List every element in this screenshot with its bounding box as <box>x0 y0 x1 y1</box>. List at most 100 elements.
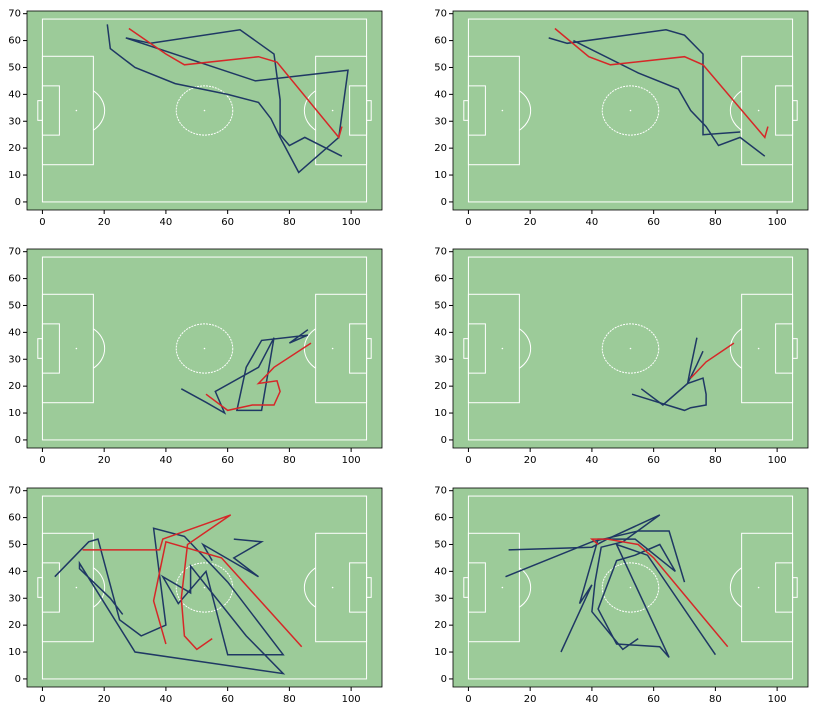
y-tick-label: 10 <box>434 408 447 419</box>
subplot: 0 20 40 60 80 100 0 10 20 30 40 50 60 70 <box>434 247 809 466</box>
y-tick-label: 0 <box>441 197 447 208</box>
penalty-arc <box>303 328 316 369</box>
subplot: 0 20 40 60 80 100 0 10 20 30 40 50 60 70 <box>434 9 809 228</box>
penalty-arc <box>729 90 742 131</box>
x-tick-label: 20 <box>524 455 537 466</box>
x-tick-label: 20 <box>524 694 537 705</box>
y-tick-label: 60 <box>8 36 21 47</box>
spot <box>501 586 504 589</box>
trajectory <box>54 527 286 675</box>
y-tick-label: 70 <box>434 247 447 258</box>
y-tick-label: 20 <box>434 620 447 631</box>
x-tick-label: 80 <box>709 217 722 228</box>
y-tick-label: 30 <box>8 354 21 365</box>
penalty-arc <box>729 567 742 608</box>
pitch-line <box>366 577 372 598</box>
x-tick-label: 0 <box>465 694 471 705</box>
trajectory <box>640 350 704 406</box>
pitch-line <box>792 577 798 598</box>
y-tick-label: 30 <box>434 116 447 127</box>
trajectory <box>631 337 707 412</box>
spot <box>75 109 78 112</box>
penalty-arc <box>93 90 106 131</box>
x-tick-label: 100 <box>768 217 787 228</box>
y-tick-label: 50 <box>434 539 447 550</box>
y-tick-label: 40 <box>8 566 21 577</box>
spot <box>501 347 504 350</box>
trajectory <box>589 538 729 648</box>
trajectory <box>554 27 769 139</box>
y-tick-label: 20 <box>8 620 21 631</box>
trajectory <box>180 329 309 415</box>
axes-frame <box>26 487 383 688</box>
pitch-line <box>463 338 469 359</box>
spot <box>757 109 760 112</box>
y-tick-label: 60 <box>434 274 447 285</box>
y-tick-label: 50 <box>434 300 447 311</box>
axes-frame <box>26 248 383 449</box>
y-tick-label: 30 <box>434 593 447 604</box>
y-tick-label: 70 <box>8 9 21 20</box>
trajectory <box>548 29 741 136</box>
trajectory <box>82 514 232 651</box>
pitch-line <box>463 577 469 598</box>
x-tick-label: 40 <box>586 217 599 228</box>
trajectory <box>128 27 343 139</box>
pitch-line <box>366 100 372 121</box>
spot <box>757 347 760 350</box>
y-tick-label: 20 <box>434 143 447 154</box>
axes-frame <box>452 487 809 688</box>
y-tick-label: 60 <box>8 513 21 524</box>
x-tick-label: 0 <box>465 455 471 466</box>
x-tick-label: 80 <box>283 217 296 228</box>
x-tick-label: 0 <box>39 217 45 228</box>
x-tick-label: 80 <box>283 694 296 705</box>
y-tick-label: 10 <box>8 408 21 419</box>
center-circle <box>601 562 660 613</box>
y-tick-label: 20 <box>8 143 21 154</box>
x-tick-label: 100 <box>342 217 361 228</box>
center-circle <box>175 323 234 374</box>
x-tick-label: 100 <box>342 455 361 466</box>
x-tick-label: 20 <box>98 694 111 705</box>
spot <box>203 586 206 589</box>
x-tick-label: 40 <box>586 694 599 705</box>
y-tick-label: 60 <box>434 36 447 47</box>
trajectory <box>106 24 349 174</box>
spot <box>331 586 334 589</box>
y-tick-label: 60 <box>434 513 447 524</box>
trajectory <box>573 39 766 157</box>
trajectory <box>508 514 661 651</box>
x-tick-label: 100 <box>768 694 787 705</box>
y-tick-label: 20 <box>434 381 447 392</box>
penalty-arc <box>303 90 316 131</box>
pitch-line <box>463 100 469 121</box>
subplot: 0 20 40 60 80 100 0 10 20 30 40 50 60 70 <box>8 9 383 228</box>
spot <box>331 109 334 112</box>
x-tick-label: 100 <box>342 694 361 705</box>
x-tick-label: 60 <box>647 455 660 466</box>
x-tick-label: 40 <box>160 217 173 228</box>
y-tick-label: 40 <box>8 327 21 338</box>
spot <box>501 109 504 112</box>
y-tick-label: 50 <box>8 300 21 311</box>
x-tick-label: 60 <box>221 694 234 705</box>
pitch-line <box>792 338 798 359</box>
spot <box>629 109 632 112</box>
subplot: 0 20 40 60 80 100 0 10 20 30 40 50 60 70 <box>434 486 809 705</box>
y-tick-label: 30 <box>8 593 21 604</box>
trajectory <box>505 530 686 583</box>
spot <box>757 586 760 589</box>
y-tick-label: 50 <box>434 62 447 73</box>
center-circle <box>175 85 234 136</box>
trajectory <box>560 538 717 658</box>
y-tick-label: 40 <box>8 89 21 100</box>
x-tick-label: 40 <box>160 455 173 466</box>
x-tick-label: 40 <box>586 455 599 466</box>
y-tick-label: 10 <box>434 170 447 181</box>
x-tick-label: 80 <box>709 694 722 705</box>
pitch-line <box>792 100 798 121</box>
penalty-arc <box>93 567 106 608</box>
trajectory <box>205 342 312 412</box>
spot <box>75 586 78 589</box>
